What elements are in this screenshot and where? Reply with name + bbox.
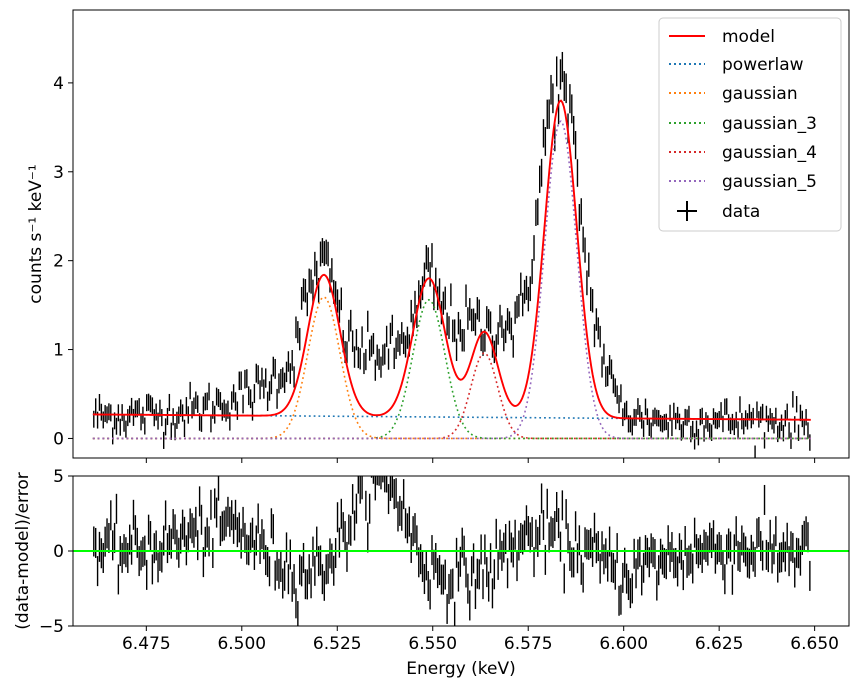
- spectrum-y-tick-label: 3: [53, 163, 64, 183]
- residuals-x-ticks: 6.475 6.500 6.525 6.550 6.575 6.600 6.625 6.650: [122, 626, 839, 654]
- residuals-y-tick-label: −5: [39, 617, 64, 637]
- legend-gaussian-3-label: gaussian_3: [722, 114, 817, 134]
- gaussian-5-curve: [92, 120, 811, 440]
- residuals-x-tick-label: 6.650: [790, 634, 839, 654]
- residuals-x-tick-label: 6.575: [504, 634, 553, 654]
- spectrum-y-axis-label: counts s⁻¹ keV⁻¹: [26, 164, 46, 303]
- residuals-axes-frame: [72, 475, 850, 627]
- spectrum-y-tick-label: 4: [53, 74, 64, 94]
- spectrum-axes-frame: [72, 9, 850, 459]
- spectrum-y-tick-label: 1: [53, 341, 64, 361]
- residuals-x-tick-label: 6.550: [408, 634, 457, 654]
- legend-data-swatch: [677, 201, 697, 221]
- legend-gaussian-5-label: gaussian_5: [722, 172, 817, 192]
- residuals-y-tick-label: 5: [53, 467, 64, 487]
- residuals-x-tick-label: 6.525: [313, 634, 362, 654]
- residuals-panel: −5 0 5 6.475 6.500 6.525 6.550 6.575 6.600 6.625…: [13, 467, 850, 679]
- legend-data-label: data: [722, 202, 760, 222]
- spectrum-x-ticks: [145, 458, 816, 463]
- spectrum-y-tick-label: 2: [53, 252, 64, 272]
- spectrum-plot-area: [92, 51, 811, 458]
- legend: model powerlaw gaussian gaussian_3 gauss…: [658, 17, 842, 232]
- legend-gaussian-4-label: gaussian_4: [722, 143, 817, 163]
- spectrum-panel: 0 1 2 3 4 counts s⁻¹ keV⁻¹ model powerlaw ga…: [26, 9, 850, 463]
- residuals-y-tick-label: 0: [53, 542, 64, 562]
- residuals-x-tick-label: 6.500: [217, 634, 266, 654]
- spectrum-y-ticks: 0 1 2 3 4: [53, 74, 73, 449]
- residuals-y-ticks: −5 0 5: [39, 467, 73, 637]
- legend-model-label: model: [722, 27, 775, 47]
- legend-box: [658, 17, 842, 232]
- spectrum-y-tick-label: 0: [53, 429, 64, 449]
- model-curve: [92, 99, 811, 421]
- residuals-x-axis-label: Energy (keV): [406, 659, 516, 679]
- residuals-x-tick-label: 6.600: [599, 634, 648, 654]
- legend-gaussian-label: gaussian: [722, 84, 798, 104]
- residuals-y-axis-label: (data-model)/error: [13, 472, 33, 630]
- residuals-plot-area: [73, 476, 849, 626]
- legend-powerlaw-label: powerlaw: [722, 55, 804, 75]
- residuals-x-tick-label: 6.475: [122, 634, 171, 654]
- residuals-x-tick-label: 6.625: [695, 634, 744, 654]
